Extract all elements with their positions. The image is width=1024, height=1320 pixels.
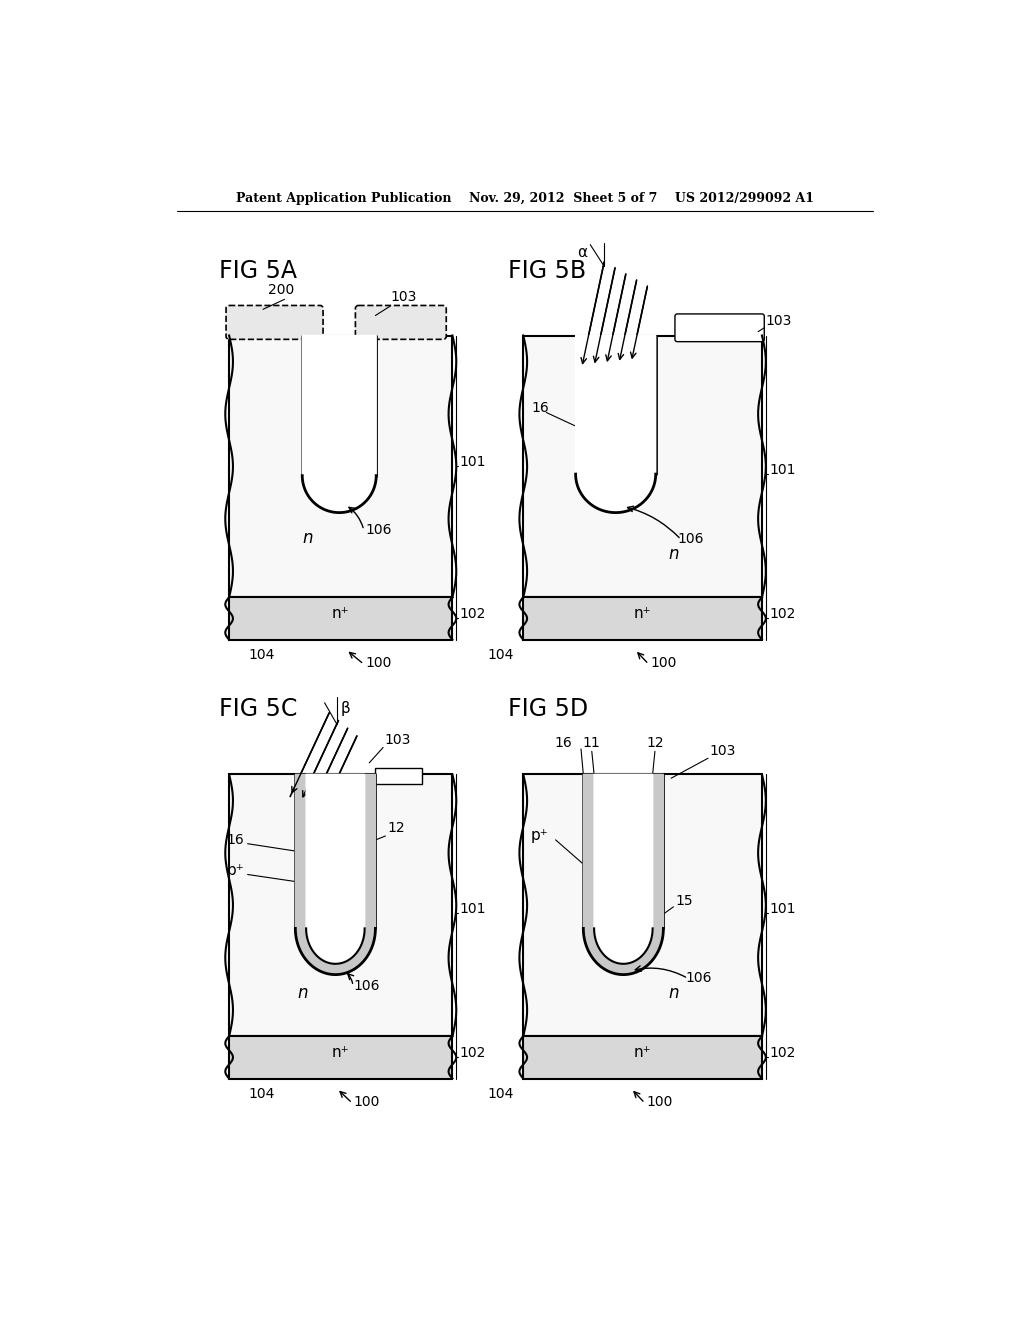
Bar — [523, 335, 762, 597]
Text: 101: 101 — [770, 902, 797, 916]
Text: 200: 200 — [268, 282, 295, 297]
Text: n⁺: n⁺ — [634, 1045, 651, 1060]
Text: 12: 12 — [646, 737, 664, 751]
Text: FIG 5D: FIG 5D — [508, 697, 588, 722]
Polygon shape — [302, 335, 376, 512]
Bar — [523, 775, 762, 1036]
Text: 11: 11 — [583, 737, 601, 751]
Text: 102: 102 — [460, 1045, 485, 1060]
Text: α: α — [578, 246, 588, 260]
Text: 103: 103 — [766, 314, 793, 329]
Bar — [229, 335, 453, 597]
Text: n⁺: n⁺ — [634, 606, 651, 622]
Text: 12: 12 — [387, 821, 404, 836]
Polygon shape — [584, 775, 664, 974]
Polygon shape — [295, 775, 376, 974]
Text: 106: 106 — [677, 532, 703, 546]
Text: 102: 102 — [770, 607, 796, 622]
Text: 103: 103 — [710, 744, 736, 758]
Text: 104: 104 — [248, 648, 274, 661]
Text: 102: 102 — [460, 607, 485, 622]
Text: n: n — [297, 983, 307, 1002]
Bar — [523, 597, 762, 640]
Polygon shape — [575, 335, 655, 512]
Text: 100: 100 — [354, 1094, 380, 1109]
Text: FIG 5A: FIG 5A — [219, 259, 297, 282]
Text: 100: 100 — [646, 1094, 673, 1109]
Text: Patent Application Publication    Nov. 29, 2012  Sheet 5 of 7    US 2012/299092 : Patent Application Publication Nov. 29, … — [236, 191, 814, 205]
Text: p⁺: p⁺ — [531, 828, 549, 843]
Text: n: n — [669, 983, 679, 1002]
Text: 103: 103 — [391, 290, 417, 304]
Text: n: n — [302, 529, 313, 548]
Text: 101: 101 — [460, 902, 485, 916]
FancyBboxPatch shape — [355, 305, 446, 339]
Bar — [376, 768, 422, 784]
Text: 106: 106 — [685, 972, 712, 985]
Text: FIG 5C: FIG 5C — [219, 697, 298, 722]
Text: 101: 101 — [770, 463, 797, 477]
Text: p⁺: p⁺ — [226, 862, 245, 878]
Bar — [229, 597, 453, 640]
Text: 106: 106 — [354, 979, 380, 993]
Text: 104: 104 — [248, 1086, 274, 1101]
Text: 100: 100 — [366, 656, 392, 669]
Polygon shape — [306, 775, 365, 964]
Text: n⁺: n⁺ — [332, 1045, 349, 1060]
Bar — [229, 775, 453, 1036]
Text: 106: 106 — [366, 523, 392, 537]
Text: FIG 5B: FIG 5B — [508, 259, 586, 282]
Text: 104: 104 — [487, 1086, 513, 1101]
Text: 16: 16 — [531, 401, 549, 416]
Text: 104: 104 — [487, 648, 513, 661]
Text: 16: 16 — [554, 737, 571, 751]
Text: n⁺: n⁺ — [332, 606, 349, 622]
Polygon shape — [594, 775, 652, 964]
Text: 100: 100 — [650, 656, 677, 669]
Text: β: β — [341, 701, 350, 715]
Bar — [229, 1036, 453, 1078]
Text: 102: 102 — [770, 1045, 796, 1060]
Text: 15: 15 — [675, 895, 692, 908]
Bar — [523, 1036, 762, 1078]
Text: 16: 16 — [226, 833, 245, 846]
FancyBboxPatch shape — [226, 305, 323, 339]
FancyBboxPatch shape — [675, 314, 764, 342]
Text: 101: 101 — [460, 455, 485, 470]
Text: 103: 103 — [385, 733, 411, 747]
Text: n: n — [669, 545, 679, 562]
